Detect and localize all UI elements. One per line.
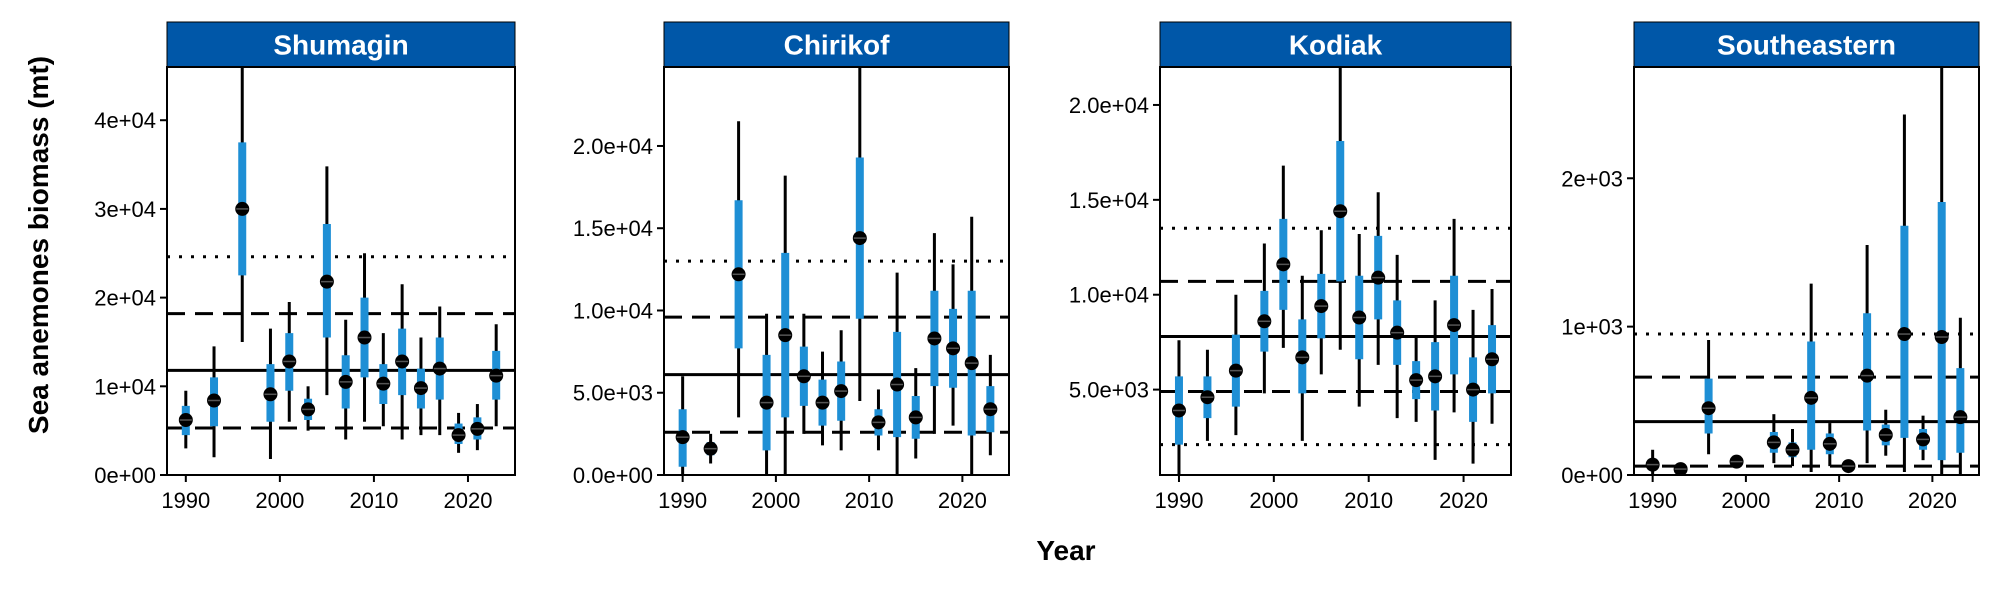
plot-area xyxy=(167,67,515,460)
x-tick-label: 2000 xyxy=(1249,488,1298,513)
y-tick-label: 1.5e+04 xyxy=(1069,188,1149,213)
panel-border xyxy=(1633,66,1980,476)
panel-strip xyxy=(663,21,1010,68)
panel-title: Southeastern xyxy=(1717,30,1896,61)
y-tick-label: 1.0e+04 xyxy=(1069,283,1149,308)
x-tick-label: 2010 xyxy=(1815,488,1864,513)
panel-strip xyxy=(1633,21,1980,68)
panel-border xyxy=(166,66,516,476)
x-tick-label: 2020 xyxy=(1439,488,1488,513)
x-tick-label: 2000 xyxy=(751,488,800,513)
x-tick-label: 2020 xyxy=(1908,488,1957,513)
y-tick-label: 2e+03 xyxy=(1561,166,1623,191)
panel-border xyxy=(663,66,1010,476)
panel-border xyxy=(1159,66,1512,476)
y-axis-title: Sea anemones biomass (mt) xyxy=(23,56,54,434)
panel-southeastern: Southeastern 0e+00 1e+03 2e+03 1990 2000 2010 2… xyxy=(1561,21,1980,513)
panel-shumagin: Shumagin 0e+00 1e+04 2e+04 3e+04 4e+04 1990 200… xyxy=(94,21,516,513)
x-tick-label: 2020 xyxy=(938,488,987,513)
y-tick-label: 4e+04 xyxy=(94,108,156,133)
x-tick-label: 2010 xyxy=(1344,488,1393,513)
y-tick-label: 1e+03 xyxy=(1561,315,1623,340)
x-tick-label: 2010 xyxy=(845,488,894,513)
x-tick-label: 2020 xyxy=(443,488,492,513)
x-tick-label: 1990 xyxy=(658,488,707,513)
x-tick-label: 2010 xyxy=(349,488,398,513)
y-tick-label: 1.5e+04 xyxy=(573,216,653,241)
y-tick-label: 2e+04 xyxy=(94,286,156,311)
x-tick-label: 2000 xyxy=(255,488,304,513)
y-tick-label: 3e+04 xyxy=(94,197,156,222)
plot-area xyxy=(664,67,1009,475)
panel-title: Chirikof xyxy=(784,30,890,61)
facet-panels: Shumagin 0e+00 1e+04 2e+04 3e+04 4e+04 1990 200… xyxy=(94,21,1980,513)
panel-chirikof: Chirikof 0.0e+00 5.0e+03 1.0e+04 1.5e+04 2.0e… xyxy=(573,21,1010,513)
plot-area xyxy=(1634,67,1979,475)
y-tick-label: 2.0e+04 xyxy=(1069,93,1149,118)
y-tick-label: 0e+00 xyxy=(1561,463,1623,488)
y-tick-label: 1e+04 xyxy=(94,374,156,399)
x-tick-label: 1990 xyxy=(161,488,210,513)
panel-title: Kodiak xyxy=(1289,30,1383,61)
panel-kodiak: Kodiak 5.0e+03 1.0e+04 1.5e+04 2.0e+04 1990 20… xyxy=(1069,21,1512,513)
y-tick-label: 5.0e+03 xyxy=(573,381,653,406)
panel-title: Shumagin xyxy=(273,30,408,61)
panel-strip xyxy=(166,21,516,68)
x-tick-label: 1990 xyxy=(1154,488,1203,513)
y-tick-label: 1.0e+04 xyxy=(573,298,653,323)
y-tick-label: 0e+00 xyxy=(94,463,156,488)
x-tick-label: 2000 xyxy=(1721,488,1770,513)
y-tick-label: 5.0e+03 xyxy=(1069,378,1149,403)
plot-area xyxy=(1160,67,1511,475)
x-tick-label: 1990 xyxy=(1628,488,1677,513)
y-tick-label: 0.0e+00 xyxy=(573,463,653,488)
y-tick-label: 2.0e+04 xyxy=(573,134,653,159)
x-axis-title: Year xyxy=(1036,535,1095,566)
